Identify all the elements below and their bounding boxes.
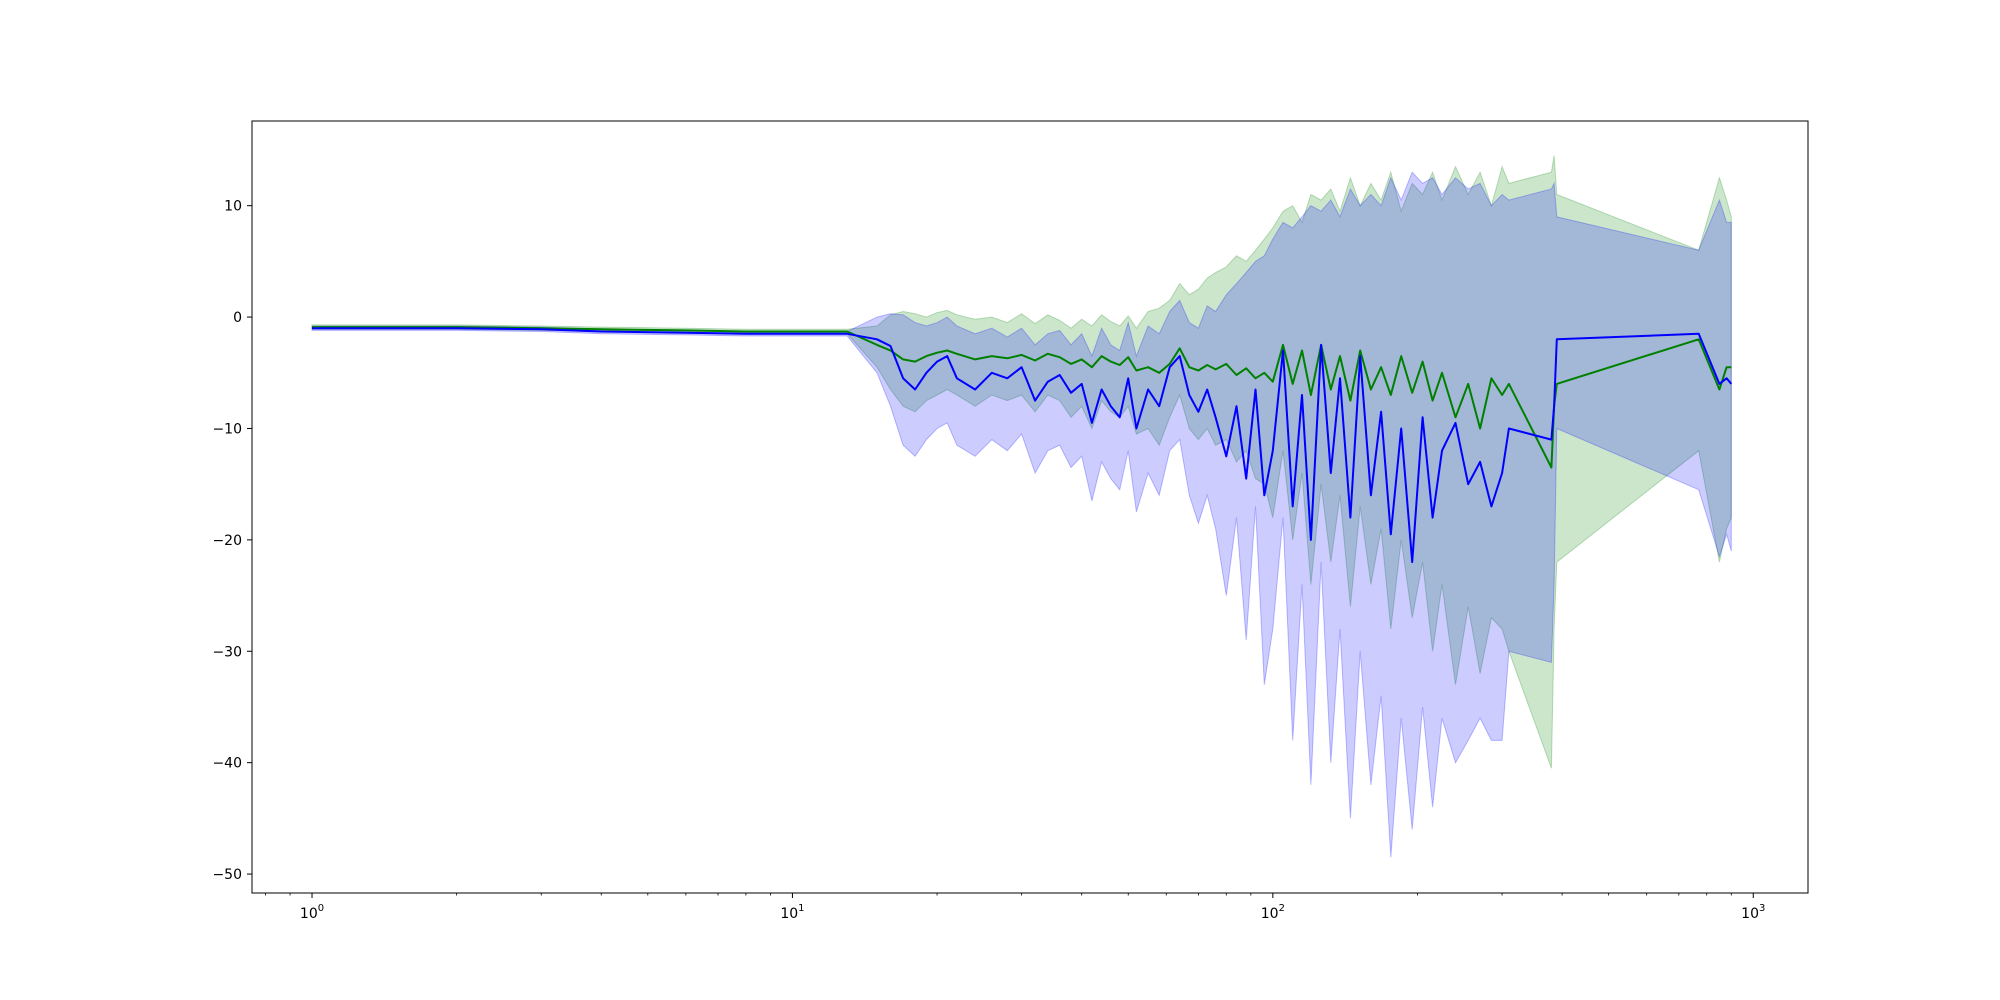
y-axis: 10 0 −10 −20 −30 −40 −50 (212, 199, 252, 883)
series-lines (312, 326, 1733, 564)
x-axis: 100 101 102 103 (265, 893, 1765, 922)
y-tick-label: 10 (224, 199, 242, 215)
series-2-line (312, 327, 1733, 564)
y-tick-label: −10 (212, 421, 242, 437)
x-tick-label: 103 (1741, 903, 1765, 922)
plot-frame (251, 120, 1809, 894)
x-tick-label: 101 (780, 903, 804, 922)
y-tick-label: 0 (233, 310, 242, 326)
y-tick-label: −30 (212, 644, 242, 660)
series-2-band (311, 171, 1732, 858)
y-tick-label: −20 (212, 533, 242, 549)
x-tick-label: 102 (1261, 903, 1285, 922)
series-1-band (311, 155, 1732, 769)
y-tick-label: −50 (212, 867, 242, 883)
x-tick-label: 100 (300, 903, 324, 922)
confidence-bands (311, 155, 1732, 858)
series-1-line (312, 326, 1732, 469)
y-tick-label: −40 (212, 756, 242, 772)
